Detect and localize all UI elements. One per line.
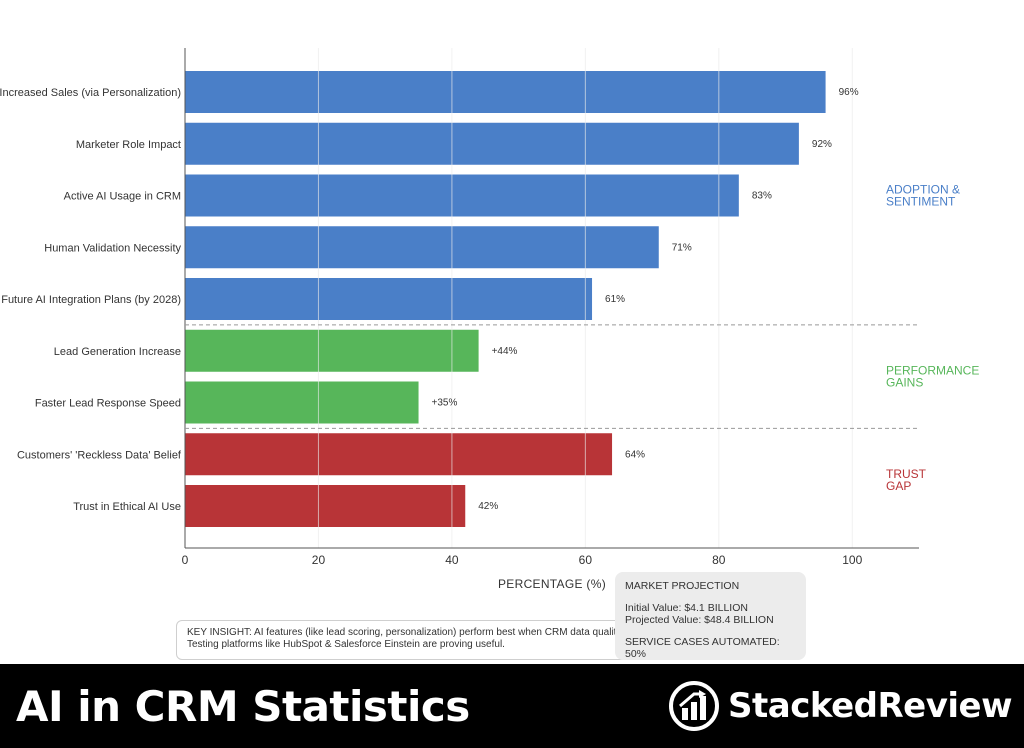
footer-banner: AI in CRM Statistics StackedReview — [0, 664, 1024, 748]
value-label: 64% — [625, 449, 645, 460]
bar — [185, 122, 799, 165]
group-label: ADOPTION & — [886, 183, 960, 197]
x-tick-label: 20 — [312, 553, 326, 567]
bar — [185, 381, 419, 424]
category-label: Active AI Usage in CRM — [64, 191, 181, 203]
projection-initial-value: Initial Value: $4.1 BILLION — [625, 602, 748, 614]
category-label: Faster Lead Response Speed — [35, 398, 181, 410]
footer-title: AI in CRM Statistics — [16, 682, 470, 731]
category-label: Customers' 'Reckless Data' Belief — [17, 449, 182, 461]
bar — [185, 174, 739, 217]
bar — [185, 329, 479, 372]
key-insight-box: KEY INSIGHT: AI features (like lead scor… — [176, 620, 646, 660]
x-tick-label: 100 — [842, 553, 862, 567]
market-projection-box: MARKET PROJECTION Initial Value: $4.1 BI… — [615, 572, 806, 660]
insight-line-2: Testing platforms like HubSpot & Salesfo… — [187, 639, 505, 650]
bar — [185, 226, 659, 269]
bar — [185, 485, 466, 527]
value-label: 96% — [839, 87, 859, 98]
group-label: PERFORMANCE — [886, 364, 979, 378]
brand-logo-icon — [669, 681, 720, 731]
bar-chart: Increased Sales (via Personalization) Mar… — [0, 48, 979, 591]
insight-line-1: KEY INSIGHT: AI features (like lead scor… — [187, 627, 646, 638]
x-tick-label: 40 — [445, 553, 459, 567]
category-label: Future AI Integration Plans (by 2028) — [1, 294, 181, 306]
value-label: 61% — [605, 294, 625, 305]
value-label: 92% — [812, 139, 832, 150]
group-label: TRUST — [886, 467, 927, 481]
group-label: GAP — [886, 479, 911, 493]
value-label: 71% — [672, 242, 692, 253]
category-label: Human Validation Necessity — [44, 242, 181, 254]
category-label: Lead Generation Increase — [54, 346, 181, 358]
bar — [185, 278, 593, 320]
value-label: 42% — [478, 501, 498, 512]
category-label: Increased Sales (via Personalization) — [0, 87, 181, 99]
brand[interactable]: StackedReview — [668, 676, 1012, 736]
group-label: SENTIMENT — [886, 195, 956, 209]
projection-service-cases: SERVICE CASES AUTOMATED: 50% — [625, 636, 780, 660]
x-tick-label: 80 — [712, 553, 726, 567]
brand-name: StackedReview — [728, 686, 1012, 726]
bar — [185, 71, 826, 113]
bar — [185, 433, 613, 476]
category-label: Marketer Role Impact — [76, 139, 181, 151]
category-label: Trust in Ethical AI Use — [73, 501, 181, 513]
value-label: 83% — [752, 191, 772, 202]
x-axis-title: PERCENTAGE (%) — [498, 577, 606, 591]
x-tick-label: 60 — [579, 553, 593, 567]
group-label: GAINS — [886, 376, 923, 390]
chart-area: Increased Sales (via Personalization) Mar… — [0, 48, 979, 591]
value-label: +44% — [492, 346, 518, 357]
value-label: +35% — [432, 398, 458, 409]
x-tick-label: 0 — [182, 553, 189, 567]
projection-title: MARKET PROJECTION — [625, 580, 740, 592]
projection-projected-value: Projected Value: $48.4 BILLION — [625, 614, 774, 626]
